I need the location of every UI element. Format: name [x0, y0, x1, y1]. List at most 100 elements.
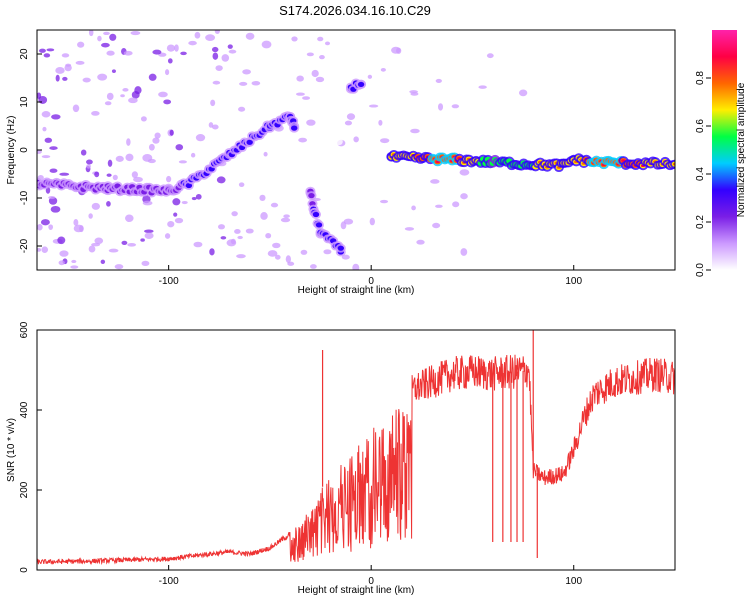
noise-speck: [163, 99, 172, 105]
noise-speck: [175, 144, 184, 151]
noise-speck: [451, 104, 460, 109]
noise-speck: [238, 182, 245, 187]
noise-speck: [352, 263, 360, 270]
noise-speck: [82, 77, 91, 83]
noise-speck: [154, 132, 161, 139]
noise-speck: [217, 224, 225, 230]
snr-frame: [36, 329, 676, 571]
noise-speck: [242, 69, 251, 75]
noise-speck: [86, 159, 93, 165]
noise-speck: [317, 36, 324, 42]
spectrogram-x-label: Height of straight line (km): [298, 285, 415, 296]
spectrogram-y-tick-label: 20: [19, 48, 30, 60]
noise-speck: [173, 212, 178, 217]
noise-speck: [101, 42, 110, 48]
noise-speck: [43, 53, 51, 58]
noise-speck: [323, 128, 334, 133]
noise-speck: [49, 146, 58, 150]
noise-speck: [215, 65, 223, 71]
noise-speck: [88, 245, 96, 253]
noise-speck: [73, 224, 84, 233]
noise-speck: [141, 260, 150, 267]
track-core: [312, 211, 320, 218]
noise-speck: [134, 86, 142, 95]
noise-speck: [324, 41, 331, 46]
noise-speck: [411, 193, 418, 200]
noise-speck: [363, 140, 368, 146]
noise-speck: [55, 66, 65, 74]
noise-speck: [306, 119, 316, 126]
noise-speck: [41, 155, 51, 159]
noise-speck: [239, 81, 248, 86]
noise-speck: [167, 58, 173, 64]
noise-speck: [167, 220, 175, 228]
noise-speck: [214, 182, 223, 190]
noise-speck: [134, 252, 143, 257]
noise-speck: [271, 98, 277, 106]
noise-speck: [178, 160, 187, 164]
snr-y-tick-label: 400: [19, 401, 30, 418]
noise-speck: [306, 52, 314, 57]
noise-speck: [40, 219, 50, 226]
noise-speck: [216, 176, 226, 184]
noise-speck: [142, 200, 153, 206]
noise-speck: [48, 195, 56, 200]
noise-speck: [291, 36, 298, 42]
noise-speck: [181, 200, 188, 205]
noise-speck: [260, 212, 268, 220]
noise-speck: [57, 236, 66, 245]
spectrogram-x-tick-label: -100: [159, 276, 179, 287]
noise-speck: [100, 259, 106, 264]
noise-speck: [97, 73, 108, 81]
noise-speck: [62, 76, 68, 81]
snr-y-tick-label: 600: [19, 321, 30, 338]
noise-speck: [245, 228, 254, 234]
colorbar-tick-label: 0.0: [695, 263, 706, 277]
noise-speck: [37, 92, 42, 99]
noise-speck: [165, 69, 170, 76]
track-core: [185, 182, 193, 189]
noise-speck: [380, 199, 389, 204]
noise-speck: [367, 74, 373, 79]
noise-speck: [65, 92, 72, 96]
noise-speck: [435, 204, 443, 208]
noise-speck: [319, 54, 325, 60]
noise-speck: [210, 99, 216, 107]
noise-speck: [166, 175, 172, 183]
snr-x-ticks: -100 0 100: [159, 565, 583, 587]
noise-speck: [133, 176, 143, 183]
noise-speck: [238, 106, 246, 112]
noise-speck: [59, 172, 70, 176]
noise-speck: [91, 242, 101, 247]
noise-speck: [518, 89, 528, 97]
snr-y-tick-label: 0: [19, 567, 30, 573]
noise-speck: [117, 117, 127, 126]
snr-x-tick-label: 100: [565, 576, 582, 587]
noise-speck: [125, 153, 134, 162]
noise-speck: [435, 78, 442, 83]
spectrogram-y-tick-label: -20: [19, 238, 30, 253]
noise-speck: [335, 137, 343, 146]
noise-speck: [128, 97, 138, 104]
noise-speck: [191, 196, 197, 201]
noise-speck: [48, 224, 54, 231]
noise-speck: [208, 122, 214, 128]
noise-speck: [106, 92, 114, 101]
noise-speck: [126, 138, 131, 146]
noise-speck: [108, 248, 119, 253]
noise-speck: [59, 250, 69, 257]
snr-panel: -100 0 100 0 200 400 600 Height of straight l…: [6, 321, 676, 596]
noise-speck: [174, 44, 179, 52]
spectrogram-x-ticks: -100 0 100: [159, 265, 583, 287]
noise-speck: [430, 179, 440, 184]
noise-speck: [261, 40, 272, 49]
spectrogram-plot-area: [37, 30, 675, 270]
noise-speck: [274, 254, 281, 260]
noise-speck: [111, 69, 116, 73]
noise-speck: [227, 44, 233, 49]
noise-speck: [300, 249, 308, 255]
noise-speck: [106, 50, 115, 56]
colorbar-tick-label: 0.8: [695, 71, 706, 85]
spectrogram-y-ticks: -20 -10 0 10 20: [19, 48, 42, 253]
